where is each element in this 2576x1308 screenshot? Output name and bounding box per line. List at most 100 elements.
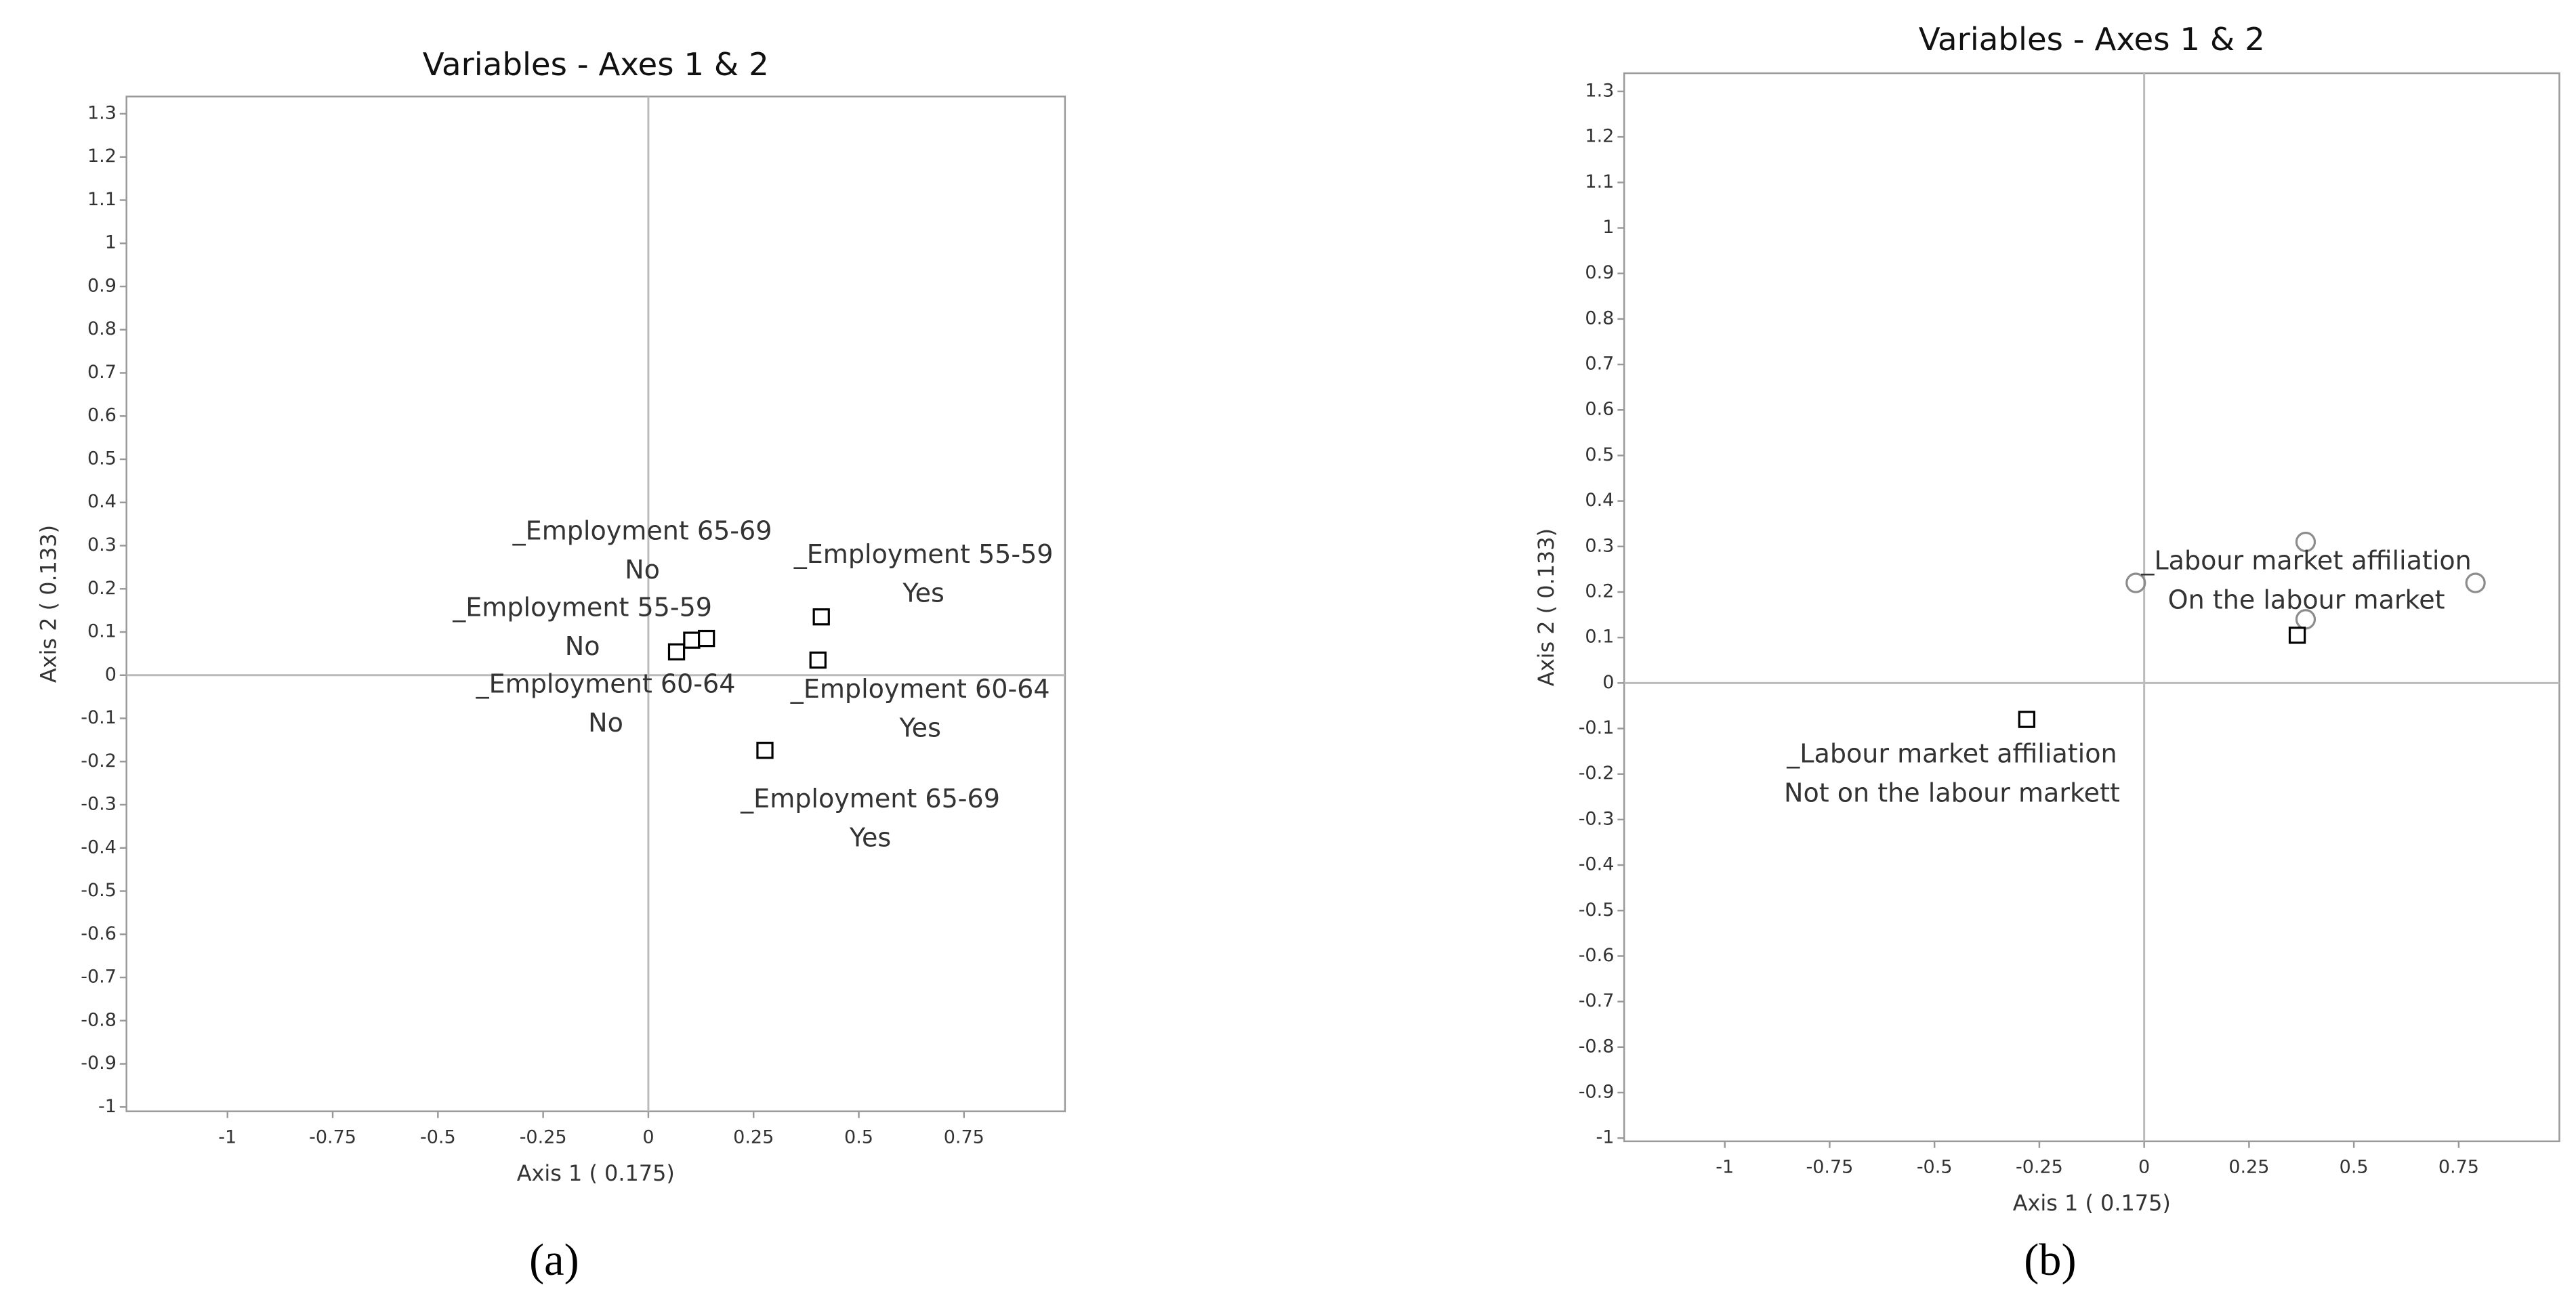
point-label: Yes [902,578,944,608]
point-label: _Employment 65-69 [740,784,1000,814]
y-tick-label: -0.6 [1579,945,1615,966]
point-label: On the labour market [2168,585,2445,614]
y-tick-label: 0.8 [1585,308,1614,329]
x-tick-label: -1 [218,1126,236,1147]
y-tick-label: -0.9 [81,1053,117,1074]
y-tick-label: -0.9 [1579,1081,1615,1102]
y-tick-label: -0.6 [81,923,117,944]
y-tick-label: 0.1 [1585,627,1614,648]
x-tick-label: 0.5 [2340,1157,2369,1178]
y-tick-label: 0.8 [87,318,117,339]
y-tick-label: 0.7 [1585,354,1614,375]
y-tick-label: 0.7 [87,362,117,383]
x-axis-label: Axis 1 ( 0.175) [2013,1190,2171,1216]
y-tick-label: -0.2 [81,751,117,772]
x-tick-label: 0.5 [844,1126,873,1147]
y-axis-label: Axis 2 ( 0.133) [1533,528,1559,686]
y-tick-label: -1 [1596,1127,1614,1148]
chart-title: Variables - Axes 1 & 2 [423,47,769,83]
y-tick-label: -0.8 [81,1009,117,1030]
x-tick-label: -1 [1716,1157,1734,1178]
x-tick-label: -0.75 [1806,1157,1853,1178]
y-tick-label: 0 [1602,672,1614,693]
point [2465,572,2486,593]
y-tick-label: 0.6 [87,405,117,426]
y-tick-label: 1 [105,232,117,253]
y-tick-label: -0.4 [1579,854,1615,875]
point-label: Yes [898,713,940,743]
point-label: _Employment 60-64 [790,674,1050,704]
x-tick-label: 0.25 [733,1126,774,1147]
point-label: _Employment 55-59 [793,539,1054,569]
y-tick-label: 1.1 [1585,171,1614,192]
point [2018,711,2035,728]
point-label: No [588,708,623,738]
y-tick-label: -0.2 [1579,763,1615,784]
point-label: No [625,555,660,585]
point [2125,572,2146,593]
x-tick-label: -0.5 [1917,1157,1953,1178]
y-tick-label: 0.5 [1585,444,1614,465]
x-tick-label: 0.25 [2228,1157,2269,1178]
y-tick-label: -0.7 [81,967,117,988]
point [756,742,774,759]
chart-title: Variables - Axes 1 & 2 [1919,22,2265,58]
point [2295,531,2317,553]
point-label: Not on the labour markett [1784,778,2120,807]
y-tick-label: 0.9 [1585,262,1614,283]
x-tick-label: -0.75 [309,1126,356,1147]
y-tick-label: 1 [1602,217,1614,238]
x-tick-label: 0.75 [944,1126,984,1147]
y-tick-label: 0.5 [87,448,117,469]
point [697,629,715,648]
y-tick-label: 0.3 [87,534,117,555]
y-tick-label: 0.4 [87,491,117,512]
y-axis-label: Axis 2 ( 0.133) [36,525,62,683]
y-tick-label: 0.2 [1585,581,1614,602]
point [2288,627,2306,644]
y-tick-label: -0.8 [1579,1036,1615,1057]
point-label: _Employment 55-59 [452,592,712,622]
point [809,651,827,669]
x-tick-label: -0.25 [2016,1157,2063,1178]
y-tick-label: 1.2 [87,146,117,167]
point-label: _Labour market affiliation [1786,739,2117,769]
y-tick-label: 1.2 [1585,126,1614,147]
caption: (b) [2024,1236,2076,1285]
point-label: _Employment 65-69 [512,515,772,545]
y-tick-label: -0.5 [81,880,117,901]
y-tick-label: 0.1 [87,621,117,642]
y-tick-label: 0.4 [1585,490,1614,511]
x-axis-label: Axis 1 ( 0.175) [517,1160,675,1186]
y-tick-label: 0.3 [1585,535,1614,556]
y-tick-label: 0.2 [87,578,117,599]
y-tick-label: -1 [98,1096,117,1117]
x-tick-label: 0 [642,1126,654,1147]
y-tick-label: -0.3 [81,794,117,815]
point-label: _Employment 60-64 [476,669,736,698]
y-tick-label: 1.3 [87,102,117,123]
y-tick-label: 0.6 [1585,399,1614,420]
caption: (a) [529,1236,579,1285]
y-tick-label: -0.5 [1579,900,1615,921]
plot-area [125,96,1066,1112]
x-tick-label: 0.75 [2438,1157,2479,1178]
y-tick-label: 1.1 [87,189,117,210]
point-label: Yes [849,823,891,853]
y-tick-label: -0.1 [1579,717,1615,738]
plot-area [1623,72,2560,1143]
y-tick-label: -0.7 [1579,990,1615,1011]
point-label: No [565,631,600,661]
y-tick-label: 1.3 [1585,80,1614,101]
point [683,631,701,649]
point [667,643,686,660]
y-tick-label: -0.4 [81,837,117,858]
y-tick-label: 0.9 [87,275,117,296]
point-label: _Labour market affiliation [2140,546,2471,576]
x-tick-label: -0.25 [520,1126,567,1147]
y-tick-label: 0 [105,664,117,685]
point [812,608,830,626]
x-tick-label: 0 [2138,1157,2150,1178]
y-tick-label: -0.1 [81,707,117,728]
